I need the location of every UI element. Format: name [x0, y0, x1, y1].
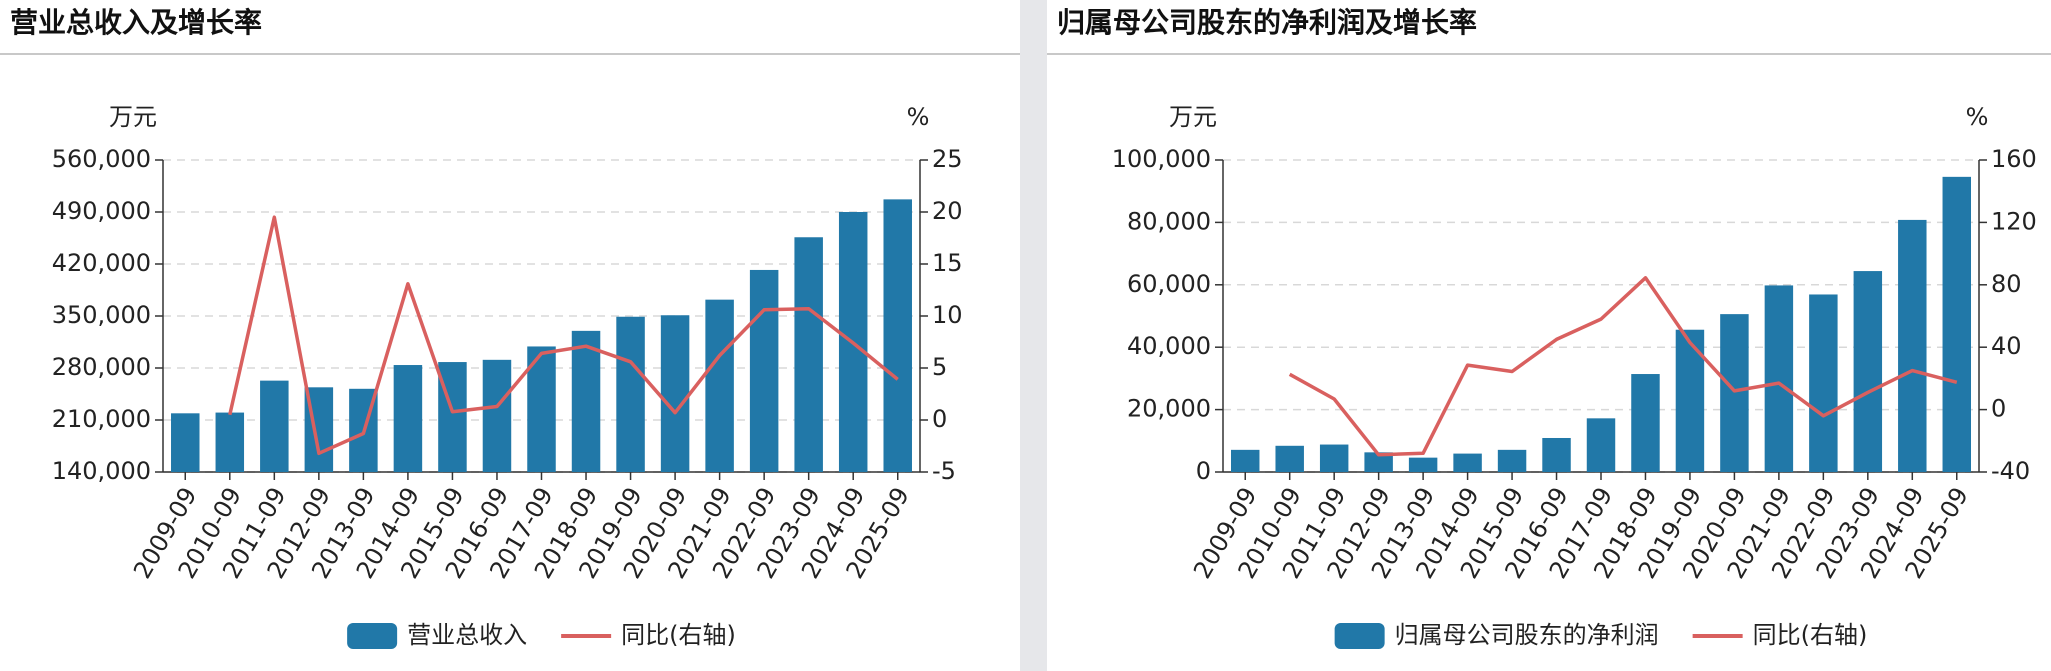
legend-swatch	[347, 623, 398, 649]
y2-tick-label: 40	[1991, 332, 2022, 360]
bar	[1497, 449, 1527, 472]
bar	[1408, 457, 1438, 472]
y-axis-unit: 万元	[1169, 103, 1217, 131]
y2-tick-label: 80	[1991, 270, 2022, 298]
legend-label: 营业总收入	[407, 621, 527, 649]
legend: 归属母公司股东的净利润 同比(右轴)	[1334, 621, 1868, 649]
bar	[571, 330, 601, 472]
bar	[1898, 219, 1927, 472]
y2-tick-label: 5	[932, 353, 947, 381]
y-tick-label: 40,000	[1127, 332, 1211, 360]
y-tick-label: 560,000	[52, 145, 151, 173]
legend-label: 同比(右轴)	[1753, 621, 1868, 649]
y2-tick-label: 0	[1991, 395, 2006, 423]
bar	[1720, 314, 1749, 472]
y2-tick-label: 25	[932, 145, 963, 173]
bar	[1364, 452, 1393, 472]
y-tick-label: 140,000	[52, 457, 151, 485]
bar	[660, 315, 690, 472]
chart-title: 归属母公司股东的净利润及增长率	[1057, 6, 1477, 39]
y2-tick-label: -40	[1991, 457, 2030, 485]
y-tick-label: 210,000	[52, 405, 151, 433]
bar	[1853, 271, 1883, 472]
y-tick-label: 420,000	[52, 249, 151, 277]
y-tick-label: 60,000	[1127, 270, 1211, 298]
bar	[1231, 449, 1260, 472]
y-tick-label: 0	[1196, 457, 1211, 485]
y2-tick-label: 10	[932, 301, 963, 329]
legend-label: 同比(右轴)	[621, 621, 736, 649]
bar	[215, 412, 245, 472]
legend-label: 归属母公司股东的净利润	[1395, 621, 1659, 649]
bar	[883, 199, 912, 472]
bar	[1942, 176, 1971, 472]
bar	[1764, 285, 1794, 472]
y-tick-label: 20,000	[1127, 395, 1211, 423]
bar	[1809, 294, 1838, 472]
y2-tick-label: -5	[932, 457, 956, 485]
y2-tick-label: 160	[1991, 145, 2037, 173]
y2-tick-label: 20	[932, 197, 963, 225]
bar	[749, 269, 779, 472]
bar	[616, 316, 645, 472]
y2-tick-label: 15	[932, 249, 963, 277]
bar	[1542, 437, 1571, 472]
line-series	[228, 215, 899, 456]
y2-axis-unit: %	[1966, 103, 1989, 131]
legend-swatch	[1334, 623, 1385, 649]
bar	[794, 237, 823, 472]
bar	[1586, 418, 1616, 472]
bar	[393, 365, 423, 472]
bar	[1631, 374, 1660, 472]
y-tick-label: 280,000	[52, 353, 151, 381]
y2-axis-unit: %	[907, 103, 930, 131]
chart-title: 营业总收入及增长率	[10, 6, 262, 39]
y-tick-label: 100,000	[1112, 145, 1211, 173]
bar	[1275, 445, 1304, 472]
line-series	[1288, 276, 1958, 457]
y2-tick-label: 0	[932, 405, 947, 433]
y-tick-label: 490,000	[52, 197, 151, 225]
bar	[260, 380, 289, 472]
y-axis-unit: 万元	[109, 103, 157, 131]
panel-separator	[1020, 0, 1047, 671]
bar	[171, 413, 200, 472]
bar	[705, 299, 734, 472]
y2-tick-label: 120	[1991, 207, 2037, 235]
y-tick-label: 350,000	[52, 301, 151, 329]
y-tick-label: 80,000	[1127, 207, 1211, 235]
bar	[1319, 444, 1349, 472]
legend: 营业总收入 同比(右轴)	[347, 621, 736, 649]
bar	[482, 359, 512, 472]
bar	[1453, 453, 1482, 472]
